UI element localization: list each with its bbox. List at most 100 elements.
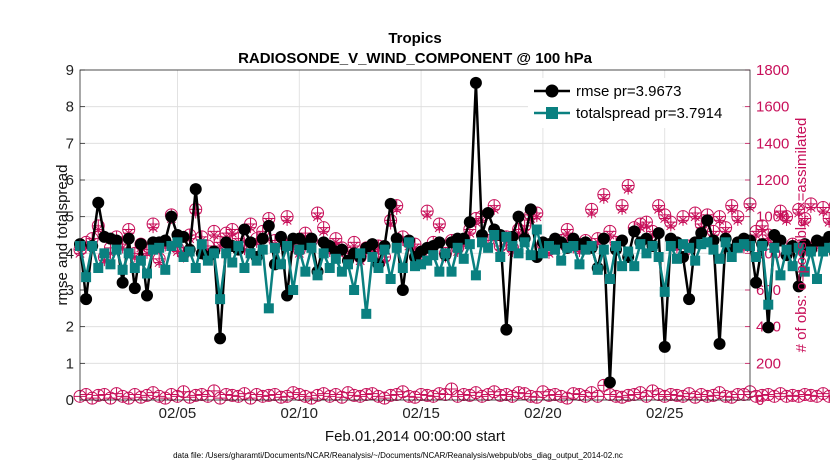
y-tick-label: 5: [66, 209, 74, 226]
totalspread-point: [251, 255, 262, 266]
rmse-point: [463, 216, 476, 229]
y-axis-label: rmse and totalspread: [54, 165, 71, 306]
totalspread-point: [525, 250, 536, 261]
totalspread-point: [793, 242, 804, 253]
obs-assimilated-marker: [208, 229, 220, 241]
y-axis-right-label: # of obs: o=possible; ×=assimilated: [793, 118, 810, 353]
rmse-point: [244, 236, 257, 249]
obs-assimilated-marker: [238, 244, 250, 256]
totalspread-point: [263, 303, 274, 314]
totalspread-point: [629, 261, 640, 272]
totalspread-point: [269, 242, 280, 253]
rmse-point: [683, 293, 696, 306]
rmse-point: [384, 197, 397, 210]
obs-assimilated-marker: [781, 214, 793, 226]
rmse-point: [275, 230, 287, 243]
obs-possible-cross: [208, 384, 220, 397]
y-right-tick-label: 1200: [756, 172, 789, 189]
y-tick-label: 6: [66, 172, 74, 189]
totalspread-point: [763, 299, 774, 310]
totalspread-point: [653, 252, 664, 262]
y-tick-label: 3: [66, 282, 74, 299]
obs-assimilated-marker: [409, 242, 421, 254]
totalspread-point: [257, 244, 268, 255]
obs-assimilated-marker: [171, 246, 183, 257]
totalspread-point: [117, 264, 128, 275]
obs-assimilated-marker: [488, 203, 500, 215]
rmse-point: [366, 238, 379, 251]
totalspread-point: [336, 266, 347, 277]
totalspread-point: [537, 248, 548, 259]
rmse-point: [92, 196, 105, 209]
totalspread-point: [617, 261, 628, 272]
totalspread-point: [726, 252, 737, 262]
y-right-tick-label: 1800: [756, 62, 789, 79]
rmse-point: [701, 214, 714, 227]
obs-assimilated-marker: [622, 183, 634, 195]
rmse-point: [128, 282, 141, 295]
totalspread-point: [604, 274, 615, 284]
obs-assimilated-marker: [592, 236, 604, 248]
legend-rmse-marker: [545, 84, 559, 98]
series-layer: [73, 76, 830, 405]
totalspread-point: [544, 241, 554, 251]
totalspread-point: [184, 246, 195, 257]
totalspread-point: [720, 237, 731, 248]
totalspread-point: [519, 237, 530, 248]
totalspread-point: [93, 263, 104, 273]
obs-assimilated-marker: [726, 203, 738, 215]
totalspread-point: [282, 241, 293, 251]
totalspread-point: [550, 244, 561, 255]
totalspread-point: [135, 255, 146, 266]
obs-assimilated-marker: [573, 246, 585, 257]
rmse-point: [597, 232, 610, 245]
obs-assimilated-marker: [531, 211, 543, 223]
totalspread-point: [221, 248, 232, 259]
legend-spread-marker: [546, 107, 558, 119]
obs-assimilated-marker: [519, 224, 531, 235]
totalspread-point: [580, 244, 591, 255]
totalspread-point: [824, 242, 830, 253]
y-right-tick-label: 200: [756, 355, 781, 372]
obs-assimilated-marker: [397, 235, 409, 246]
totalspread-point: [215, 294, 226, 305]
obs-assimilated-marker: [817, 205, 829, 217]
obs-assimilated-marker: [391, 203, 403, 215]
totalspread-point: [678, 239, 688, 250]
chart-title: Tropics: [388, 30, 441, 47]
obs-assimilated-marker: [92, 224, 104, 235]
obs-assimilated-marker: [653, 203, 665, 215]
rmse-point: [713, 337, 726, 350]
rmse-point: [658, 340, 671, 353]
totalspread-point: [160, 264, 171, 275]
rmse-point: [396, 284, 409, 296]
rmse-point: [165, 210, 178, 223]
totalspread-point: [373, 263, 384, 273]
totalspread-point: [324, 263, 335, 273]
totalspread-point: [458, 253, 469, 264]
obs-assimilated-marker: [689, 211, 701, 223]
totalspread-point: [611, 241, 621, 251]
totalspread-point: [501, 231, 512, 242]
totalspread-point: [142, 268, 152, 279]
totalspread-point: [312, 270, 323, 281]
x-tick-label: 02/25: [646, 405, 684, 422]
rmse-point: [433, 236, 446, 249]
obs-assimilated-marker: [604, 229, 616, 241]
rmse-point: [762, 321, 775, 334]
totalspread-point: [665, 241, 676, 251]
totalspread-point: [574, 259, 585, 270]
totalspread-point: [172, 237, 183, 248]
totalspread-point: [751, 252, 762, 262]
obs-assimilated-marker: [190, 207, 202, 219]
rmse-point: [335, 243, 348, 256]
obs-assimilated-marker: [464, 227, 476, 239]
obs-assimilated-marker: [330, 236, 342, 248]
rmse-point: [116, 276, 129, 289]
rmse-point: [214, 332, 227, 345]
totalspread-point: [300, 266, 311, 277]
totalspread-point: [209, 248, 219, 259]
obs-assimilated-marker: [104, 247, 116, 259]
obs-assimilated-marker: [665, 220, 677, 232]
